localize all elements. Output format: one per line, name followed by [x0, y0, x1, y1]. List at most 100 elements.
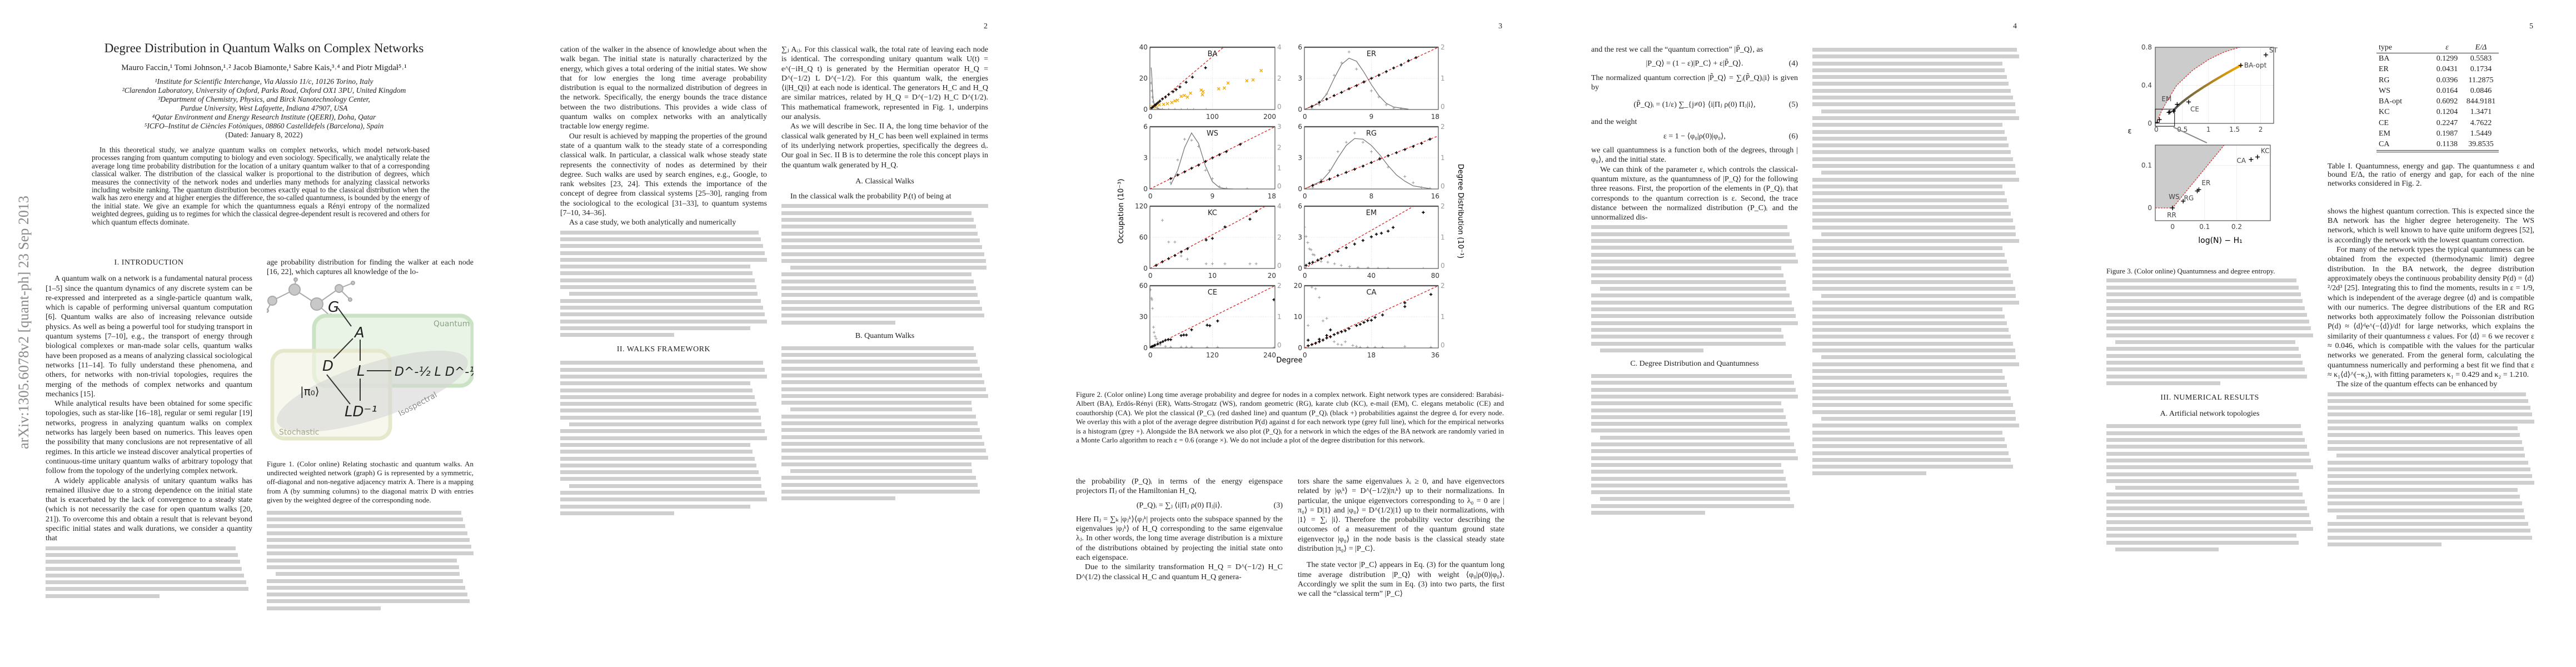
ba-opt-point [1162, 102, 1165, 106]
body-column-p4-right [1812, 45, 2019, 662]
point-label: ER [2201, 179, 2210, 187]
y2-tick-label: 0 [1277, 341, 1282, 349]
text-line [781, 496, 895, 501]
quantum-probability-point [1347, 327, 1351, 330]
text-line [46, 580, 246, 585]
quantum-probability-point [1156, 342, 1159, 346]
text-line [1812, 307, 2003, 312]
x-tick-label: 20 [1268, 272, 1276, 280]
network-point [2170, 206, 2175, 211]
x-tick-label: 9 [1369, 113, 1374, 121]
equation-4: |P_Q⟩ = (1 − ε)|P_C⟩ + ε|P̃_Q⟩. (4) [1591, 59, 1798, 68]
degree-histogram-point [1254, 262, 1258, 266]
text-line [560, 251, 765, 255]
degree-histogram-point [1173, 240, 1177, 243]
y-tick-label: 6 [1298, 202, 1302, 210]
y-tick-label: 6 [1298, 43, 1302, 51]
section-heading-numerical-results: III. NUMERICAL RESULTS [2160, 393, 2259, 402]
quantum-probability-point [1183, 170, 1187, 173]
y2-tick-label: 1 [1441, 74, 1445, 82]
text-line [2106, 320, 2309, 324]
x-axis-label: Degree [1276, 356, 1302, 365]
paragraph: We can think of the parameter ε, which c… [1591, 165, 1798, 222]
text-line [1591, 422, 1788, 426]
y-tick-label: 0 [1143, 265, 1148, 272]
text-line [1812, 88, 2011, 93]
text-line [2106, 499, 2305, 504]
table-header-row: type ε E/Δ [2376, 42, 2499, 53]
quantum-probability-point [1407, 59, 1411, 62]
degree-histogram-point [1351, 344, 1354, 347]
x-tick-label: 0 [2154, 126, 2159, 133]
quantumness-cell: 0.1299 [2436, 54, 2458, 63]
text-line [560, 278, 755, 282]
text-line [2106, 540, 2299, 545]
y2-tick-label: 2 [1441, 43, 1445, 51]
text-line [1591, 293, 1790, 298]
text-line [46, 552, 238, 557]
degree-histogram-point [1211, 262, 1214, 266]
text-line [781, 401, 972, 405]
quantum-probability-point [1167, 257, 1170, 260]
degree-histogram-point [1348, 265, 1351, 268]
quantumness-cell: 0.6092 [2436, 97, 2458, 106]
y-axis-label: ε [2127, 127, 2131, 136]
quantum-probability-point [1344, 246, 1348, 250]
degree-histogram-point [1150, 288, 1152, 291]
text-line [1591, 321, 1798, 325]
text-line [1812, 212, 2011, 216]
point-label: RR [2167, 211, 2176, 219]
degree-histogram-point [1205, 346, 1209, 348]
quantum-probability-point [1153, 344, 1157, 347]
zoom-arrow [2173, 126, 2208, 143]
degree-histogram-point [1225, 187, 1228, 189]
quantum-probability-point [1248, 217, 1252, 221]
text-line [560, 477, 761, 481]
text-line [781, 293, 978, 297]
text-line [267, 531, 467, 535]
equation-3: (P_Q)ᵢ = ∑ⱼ ⟨i|Πⱼ ρ(0) Πⱼ|i⟩. (3) [1076, 501, 1283, 510]
affiliation: Purdue University, West Lafayette, India… [180, 104, 348, 112]
table-row: ER 0.0431 0.1734 [2376, 64, 2499, 75]
ba-opt-point [1200, 93, 1204, 97]
text-line [1591, 442, 1794, 447]
energy-gap-ratio-cell: 39.8535 [2468, 140, 2494, 149]
text-line [1812, 102, 2015, 107]
quantum-probability-point [1164, 96, 1167, 99]
text-line [560, 463, 757, 467]
degree-histogram-point [1153, 331, 1155, 334]
quantum-probability-point [1347, 87, 1351, 91]
paragraph: A widely applicable analysis of unitary … [46, 476, 252, 543]
y-tick-label: 0 [1143, 106, 1148, 113]
y2-tick-label: 0 [1277, 103, 1282, 111]
text-line [2115, 486, 2300, 490]
degree-histogram-point [1151, 307, 1154, 310]
text-line [2106, 492, 2303, 497]
ba-opt-point [1175, 98, 1179, 102]
y2-tick-label: 2 [1277, 233, 1282, 241]
text-line [1812, 396, 2011, 401]
quantum-probability-point [1420, 142, 1423, 145]
text-line [2328, 529, 2530, 533]
quantum-probability-point [1328, 253, 1331, 257]
quantum-probability-point [1310, 104, 1313, 108]
affiliation: ⁵ICFO–Institut de Ciències Fotòniques, 0… [144, 122, 384, 130]
network-point [2238, 63, 2243, 68]
panel-frame [2155, 145, 2271, 221]
ba-opt-point [1259, 69, 1263, 72]
unreadable-text-lines [46, 546, 252, 598]
text-line [781, 373, 982, 377]
text-line [560, 504, 751, 509]
quantum-probability-point [1316, 258, 1319, 262]
text-line [1812, 424, 2019, 428]
quantum-probability-point [1197, 163, 1200, 167]
text-line [1812, 314, 2005, 318]
text-line [781, 476, 976, 480]
text-line [2106, 472, 2297, 476]
text-line [781, 300, 980, 304]
degree-histogram-point [1204, 168, 1207, 172]
quantum-probability-point [1185, 334, 1188, 337]
text-line [781, 435, 982, 439]
text-line [560, 265, 751, 269]
